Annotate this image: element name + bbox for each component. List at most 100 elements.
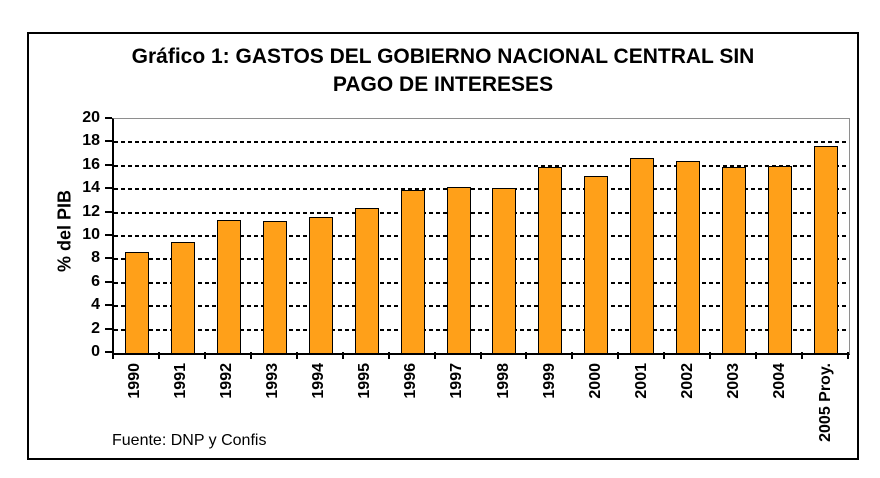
bar-1990	[124, 252, 149, 353]
x-label-slot: 1994	[296, 363, 342, 399]
x-label-slot: 1996	[388, 363, 434, 399]
bar-2005 Proy.	[814, 145, 839, 353]
bars-row	[114, 119, 849, 353]
bar-1997	[446, 186, 471, 353]
x-tick-mark	[295, 352, 298, 359]
bar-2003	[722, 166, 747, 353]
bar-2002	[676, 161, 701, 353]
x-tick-label-1991: 1991	[172, 363, 190, 399]
x-axis-labels: 1990 1991 1992 1993 1994 1995 1996 1997 1998 1999…	[112, 363, 849, 442]
bar-1996	[400, 190, 425, 353]
y-tick-label-14: 14	[82, 179, 100, 197]
bar-slot	[114, 119, 160, 353]
y-tick-label-2: 2	[91, 319, 100, 337]
x-tick-mark	[801, 352, 804, 359]
gridline-6	[114, 281, 849, 284]
bar-slot	[619, 119, 665, 353]
y-tick-mark	[105, 117, 112, 119]
y-tick-mark	[105, 234, 112, 236]
x-label-slot: 2005 Proy.	[803, 363, 849, 442]
bar-slot	[527, 119, 573, 353]
bar-slot	[573, 119, 619, 353]
bar-slot	[482, 119, 528, 353]
x-label-slot: 1999	[527, 363, 573, 399]
bar-slot	[344, 119, 390, 353]
gridline-16	[114, 164, 849, 167]
y-tick-label-8: 8	[91, 249, 100, 267]
x-tick-mark	[249, 352, 252, 359]
y-axis: 0 2 4 6 8 10 12 14 16 18 20	[29, 110, 112, 360]
x-tick-mark	[112, 352, 114, 359]
y-tick-mark	[105, 280, 112, 283]
y-tick-label-16: 16	[82, 155, 100, 173]
chart-title: Gráfico 1: GASTOS DEL GOBIERNO NACIONAL …	[131, 45, 755, 96]
x-label-slot: 1990	[112, 363, 158, 399]
bar-2000	[584, 176, 609, 353]
bar-slot	[160, 119, 206, 353]
x-tick-label-2004: 2004	[770, 363, 788, 399]
bar-1999	[538, 166, 563, 353]
x-tick-mark	[387, 352, 390, 359]
x-tick-label-2000: 2000	[586, 363, 604, 399]
bar-slot	[298, 119, 344, 353]
x-tick-mark	[341, 352, 344, 359]
bar-slot	[665, 119, 711, 353]
bar-slot	[390, 119, 436, 353]
x-tick-mark	[663, 352, 666, 359]
y-tick-mark	[105, 351, 112, 353]
x-label-slot: 1992	[204, 363, 250, 399]
x-tick-label-2002: 2002	[678, 363, 696, 399]
bar-slot	[711, 119, 757, 353]
x-tick-label-1993: 1993	[264, 363, 282, 399]
gridline-18	[114, 141, 849, 144]
x-tick-mark	[617, 352, 620, 359]
y-tick-label-10: 10	[82, 226, 100, 243]
x-tick-label-1999: 1999	[540, 363, 558, 399]
y-tick-mark	[105, 327, 112, 330]
x-axis-ticks	[112, 352, 849, 359]
y-tick-mark	[105, 140, 112, 143]
bar-slot	[252, 119, 298, 353]
x-tick-label-2005 Proy.: 2005 Proy.	[816, 363, 834, 442]
x-tick-label-1992: 1992	[218, 363, 236, 399]
bar-slot	[803, 119, 849, 353]
source-note: Fuente: DNP y Confis	[112, 432, 267, 449]
x-tick-label-1990: 1990	[126, 363, 144, 399]
x-tick-mark	[433, 352, 436, 359]
y-tick-label-12: 12	[82, 202, 100, 220]
x-label-slot: 2003	[711, 363, 757, 399]
bar-1993	[262, 220, 287, 353]
bar-2001	[630, 157, 655, 353]
bar-1995	[354, 207, 379, 353]
gridline-12	[114, 211, 849, 214]
y-tick-mark	[105, 257, 112, 260]
x-tick-mark	[755, 352, 758, 359]
y-tick-mark	[105, 163, 112, 166]
y-tick-label-0: 0	[91, 343, 100, 360]
x-label-slot: 1997	[434, 363, 480, 399]
bar-1992	[216, 219, 241, 353]
bar-1998	[492, 188, 517, 353]
bar-slot	[757, 119, 803, 353]
y-tick-label-6: 6	[91, 272, 100, 290]
y-tick-label-18: 18	[82, 132, 100, 150]
y-tick-mark	[105, 210, 112, 213]
x-tick-mark	[709, 352, 712, 359]
bar-1994	[308, 217, 333, 353]
x-tick-mark	[203, 352, 206, 359]
x-label-slot: 1995	[342, 363, 388, 399]
y-tick-label-20: 20	[82, 109, 100, 126]
x-tick-label-1997: 1997	[448, 363, 466, 399]
y-tick-mark	[105, 304, 112, 307]
x-tick-label-1995: 1995	[356, 363, 374, 399]
x-label-slot: 2002	[665, 363, 711, 399]
bar-2004	[768, 165, 793, 353]
x-tick-mark	[571, 352, 574, 359]
x-tick-mark	[479, 352, 482, 359]
plot-area	[112, 118, 850, 355]
x-tick-label-2001: 2001	[632, 363, 650, 399]
y-tick-mark	[105, 187, 112, 190]
bar-1991	[170, 241, 195, 353]
x-tick-label-1996: 1996	[402, 363, 420, 399]
